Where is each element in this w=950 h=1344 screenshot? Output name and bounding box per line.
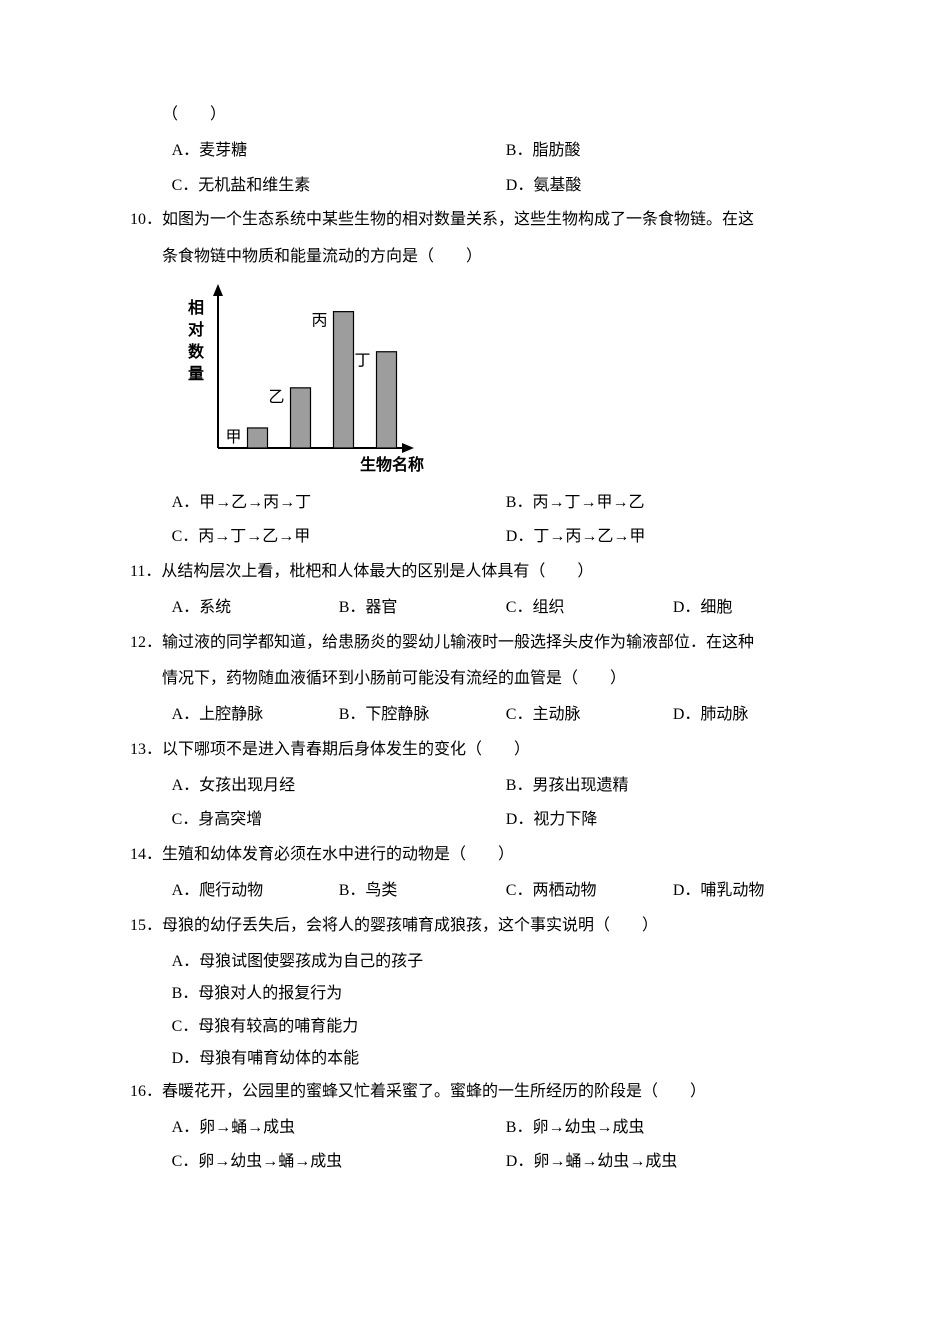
q16-options-row1: A．卵→蛹→成虫 B．卵→幼虫→成虫 <box>130 1113 840 1143</box>
svg-text:数: 数 <box>188 342 205 361</box>
q11-stem: 11．从结构层次上看，枇杷和人体最大的区别是人体具有（ ） <box>130 557 840 587</box>
q11-option-d: D．细胞 <box>673 593 840 623</box>
q14-option-d: D．哺乳动物 <box>673 876 840 906</box>
q14-option-b: B．鸟类 <box>339 876 506 906</box>
q12-option-d: D．肺动脉 <box>673 700 840 730</box>
q15-option-c: C．母狼有较高的哺育能力 <box>130 1012 840 1042</box>
q11-option-c: C．组织 <box>506 593 673 623</box>
q16-option-d: D．卵→蛹→幼虫→成虫 <box>506 1147 840 1177</box>
q9-option-a: A．麦芽糖 <box>172 136 506 166</box>
q12-options: A．上腔静脉 B．下腔静脉 C．主动脉 D．肺动脉 <box>130 700 840 730</box>
svg-text:量: 量 <box>188 365 204 383</box>
svg-text:甲: 甲 <box>225 429 241 446</box>
exam-page: （ ） A．麦芽糖 B．脂肪酸 C．无机盐和维生素 D．氨基酸 10．如图为一个… <box>0 0 950 1242</box>
q10-chart: 相对数量生物名称 甲 乙 丙丁 <box>130 278 840 478</box>
q10-stem-line2: 条食物链中物质和能量流动的方向是（ ） <box>130 242 840 272</box>
q16-option-c: C．卵→幼虫→蛹→成虫 <box>172 1147 506 1177</box>
svg-text:丁: 丁 <box>354 353 370 370</box>
q14-options: A．爬行动物 B．鸟类 C．两栖动物 D．哺乳动物 <box>130 876 840 906</box>
q10-option-a: A．甲→乙→丙→丁 <box>172 488 506 518</box>
q13-stem: 13．以下哪项不是进入青春期后身体发生的变化（ ） <box>130 735 840 765</box>
q15-option-b: B．母狼对人的报复行为 <box>130 979 840 1009</box>
q16-option-b: B．卵→幼虫→成虫 <box>506 1113 840 1143</box>
q9-option-d: D．氨基酸 <box>506 171 840 201</box>
q10-options-row2: C．丙→丁→乙→甲 D．丁→丙→乙→甲 <box>130 522 840 552</box>
q12-option-b: B．下腔静脉 <box>339 700 506 730</box>
q16-option-a: A．卵→蛹→成虫 <box>172 1113 506 1143</box>
q15-stem: 15．母狼的幼仔丢失后，会将人的婴孩哺育成狼孩，这个事实说明（ ） <box>130 911 840 941</box>
q12-option-a: A．上腔静脉 <box>172 700 339 730</box>
q16-options-row2: C．卵→幼虫→蛹→成虫 D．卵→蛹→幼虫→成虫 <box>130 1147 840 1177</box>
q10-stem-line1: 10．如图为一个生态系统中某些生物的相对数量关系，这些生物构成了一条食物链。在这 <box>130 205 840 235</box>
q11-option-b: B．器官 <box>339 593 506 623</box>
q9-options-row1: A．麦芽糖 B．脂肪酸 <box>130 136 840 166</box>
q10-option-c: C．丙→丁→乙→甲 <box>172 522 506 552</box>
q14-option-c: C．两栖动物 <box>506 876 673 906</box>
q13-options-row1: A．女孩出现月经 B．男孩出现遗精 <box>130 771 840 801</box>
q10-options-row1: A．甲→乙→丙→丁 B．丙→丁→甲→乙 <box>130 488 840 518</box>
q12-option-c: C．主动脉 <box>506 700 673 730</box>
svg-text:丙: 丙 <box>311 313 327 330</box>
q14-option-a: A．爬行动物 <box>172 876 339 906</box>
q15-option-a: A．母狼试图使婴孩成为自己的孩子 <box>130 947 840 977</box>
svg-text:相: 相 <box>188 298 204 317</box>
q9-blank-paren: （ ） <box>130 100 840 130</box>
q11-options: A．系统 B．器官 C．组织 D．细胞 <box>130 593 840 623</box>
q11-option-a: A．系统 <box>172 593 339 623</box>
q13-option-a: A．女孩出现月经 <box>172 771 506 801</box>
q15-option-d: D．母狼有哺育幼体的本能 <box>130 1044 840 1074</box>
q13-option-d: D．视力下降 <box>506 805 840 835</box>
q14-stem: 14．生殖和幼体发育必须在水中进行的动物是（ ） <box>130 840 840 870</box>
q9-option-b: B．脂肪酸 <box>506 136 840 166</box>
svg-text:对: 对 <box>188 320 204 339</box>
q13-options-row2: C．身高突增 D．视力下降 <box>130 805 840 835</box>
q9-option-c: C．无机盐和维生素 <box>172 171 506 201</box>
q12-stem-line1: 12．输过液的同学都知道，给患肠炎的婴幼儿输液时一般选择头皮作为输液部位．在这种 <box>130 628 840 658</box>
svg-text:生物名称: 生物名称 <box>360 455 424 474</box>
q10-option-b: B．丙→丁→甲→乙 <box>506 488 840 518</box>
q9-options-row2: C．无机盐和维生素 D．氨基酸 <box>130 171 840 201</box>
q13-option-c: C．身高突增 <box>172 805 506 835</box>
svg-text:乙: 乙 <box>268 389 284 406</box>
q13-option-b: B．男孩出现遗精 <box>506 771 840 801</box>
q10-option-d: D．丁→丙→乙→甲 <box>506 522 840 552</box>
q16-stem: 16．春暖花开，公园里的蜜蜂又忙着采蜜了。蜜蜂的一生所经历的阶段是（ ） <box>130 1077 840 1107</box>
q12-stem-line2: 情况下，药物随血液循环到小肠前可能没有流经的血管是（ ） <box>130 664 840 694</box>
